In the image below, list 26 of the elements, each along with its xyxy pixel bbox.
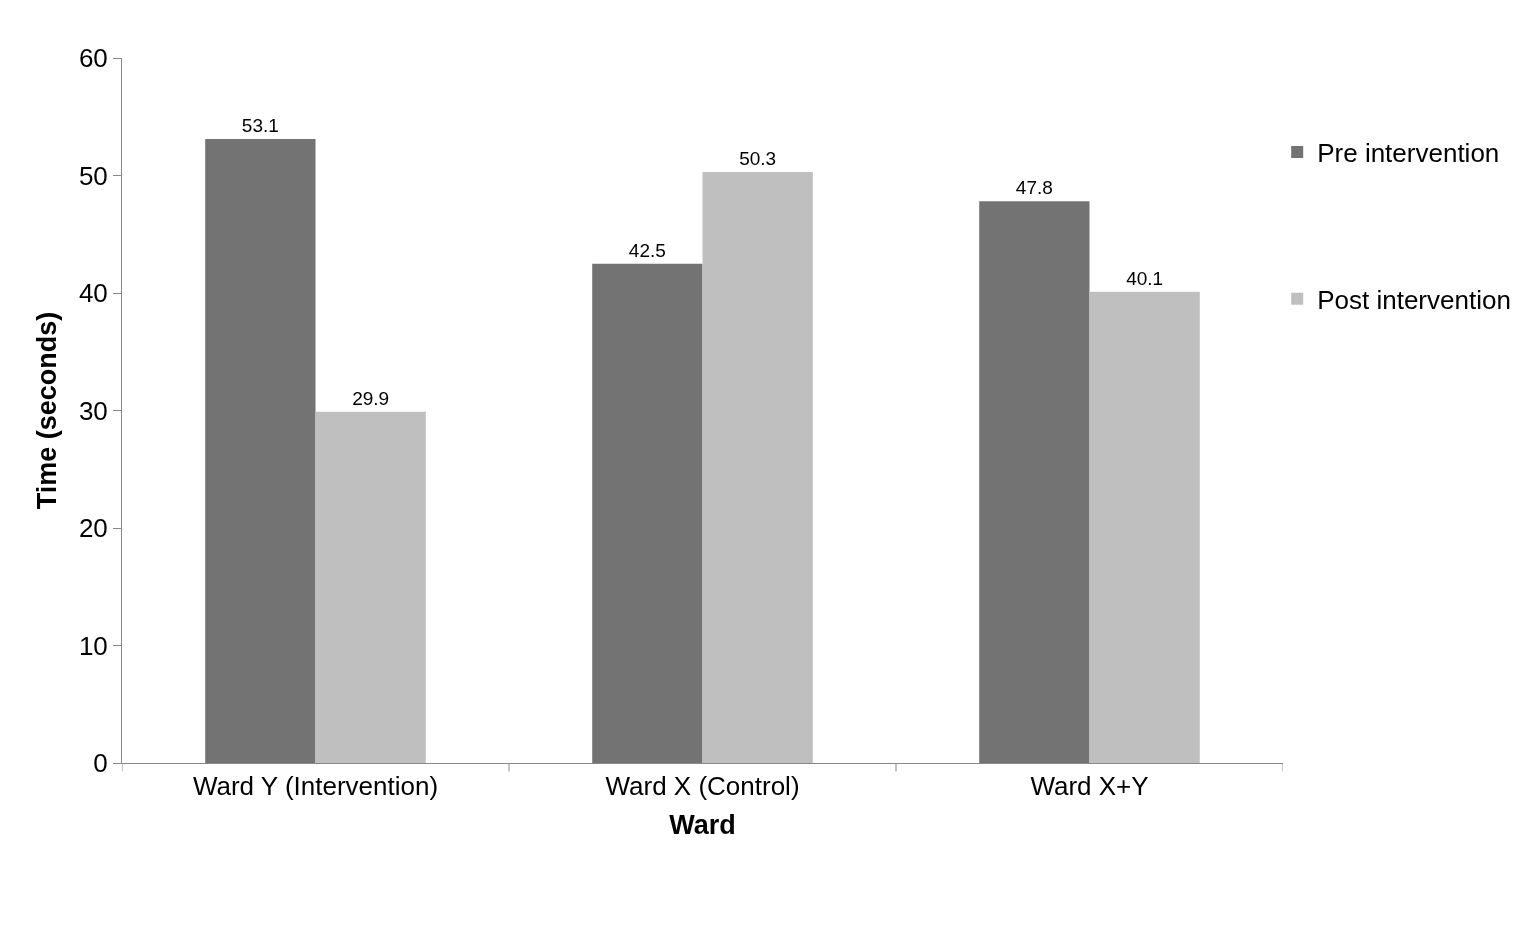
data-label: 50.3 [739, 147, 777, 169]
y-tick-label: 60 [78, 43, 108, 74]
bar [702, 171, 813, 763]
bar [592, 263, 703, 763]
data-label: 40.1 [1126, 267, 1164, 289]
x-tick-label: Ward Y (Intervention) [192, 771, 439, 802]
x-tick-label: Ward X+Y [1030, 771, 1149, 802]
y-tick-label: 30 [78, 395, 108, 426]
y-tick-label: 50 [78, 160, 108, 191]
y-tick-label: 40 [78, 278, 108, 309]
x-tick-label: Ward X (Control) [605, 771, 800, 802]
data-label: 42.5 [628, 239, 666, 261]
y-tick-label: 0 [93, 748, 108, 779]
bar [979, 201, 1090, 763]
x-axis-title: Ward [669, 809, 736, 840]
y-tick-label: 20 [78, 513, 108, 544]
bar [1089, 291, 1200, 763]
y-axis-title: Time (seconds) [31, 311, 62, 510]
legend-label: Post intervention [1317, 284, 1511, 315]
legend-label: Pre intervention [1317, 138, 1500, 169]
bar [205, 139, 316, 763]
data-label: 47.8 [1015, 177, 1053, 199]
data-label: 29.9 [352, 387, 390, 409]
bar [315, 411, 426, 763]
y-tick-label: 10 [78, 630, 108, 661]
data-label: 53.1 [241, 115, 279, 137]
